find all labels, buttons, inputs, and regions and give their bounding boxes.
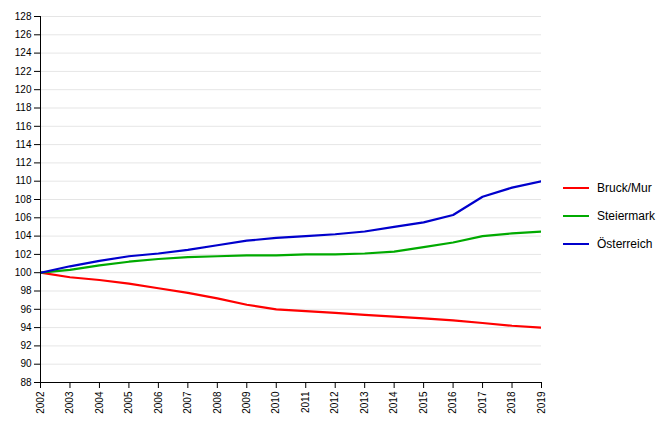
svg-text:118: 118 <box>16 102 32 113</box>
svg-text:2013: 2013 <box>359 391 370 414</box>
svg-text:2010: 2010 <box>270 391 281 414</box>
svg-text:104: 104 <box>15 230 32 241</box>
svg-text:88: 88 <box>20 377 32 388</box>
svg-text:2006: 2006 <box>153 391 164 414</box>
svg-text:114: 114 <box>16 139 32 150</box>
svg-text:94: 94 <box>20 322 32 333</box>
svg-text:2011: 2011 <box>300 391 311 413</box>
svg-text:108: 108 <box>15 194 32 205</box>
svg-text:2004: 2004 <box>94 391 105 414</box>
svg-text:2019: 2019 <box>536 391 547 414</box>
svg-text:124: 124 <box>15 47 32 58</box>
svg-text:126: 126 <box>15 29 32 40</box>
svg-text:128: 128 <box>15 11 32 22</box>
svg-text:122: 122 <box>15 66 32 77</box>
svg-text:116: 116 <box>16 121 32 132</box>
svg-text:2003: 2003 <box>64 391 75 414</box>
svg-text:96: 96 <box>20 304 32 315</box>
svg-text:2018: 2018 <box>506 391 517 414</box>
html-text:Bruck/Mur: Bruck/Mur <box>597 181 652 195</box>
svg-text:2009: 2009 <box>241 391 252 414</box>
svg-text:2005: 2005 <box>123 391 134 414</box>
svg-text:112: 112 <box>16 157 32 168</box>
svg-text:2016: 2016 <box>447 391 458 414</box>
svg-text:110: 110 <box>16 175 32 186</box>
svg-text:2007: 2007 <box>182 391 193 414</box>
html-text:Steiermark: Steiermark <box>597 209 655 223</box>
svg-text:2017: 2017 <box>477 391 488 414</box>
svg-text:2002: 2002 <box>35 391 46 414</box>
svg-text:2008: 2008 <box>212 391 223 414</box>
svg-text:90: 90 <box>20 358 32 369</box>
svg-text:106: 106 <box>15 212 32 223</box>
svg-text:92: 92 <box>20 340 32 351</box>
svg-text:120: 120 <box>15 84 32 95</box>
svg-text:2012: 2012 <box>329 391 340 414</box>
svg-text:102: 102 <box>15 249 32 260</box>
svg-text:2014: 2014 <box>388 391 399 414</box>
svg-text:100: 100 <box>15 267 32 278</box>
svg-text:2015: 2015 <box>418 391 429 414</box>
svg-text:98: 98 <box>20 285 32 296</box>
html-text:Österreich: Österreich <box>597 237 653 251</box>
